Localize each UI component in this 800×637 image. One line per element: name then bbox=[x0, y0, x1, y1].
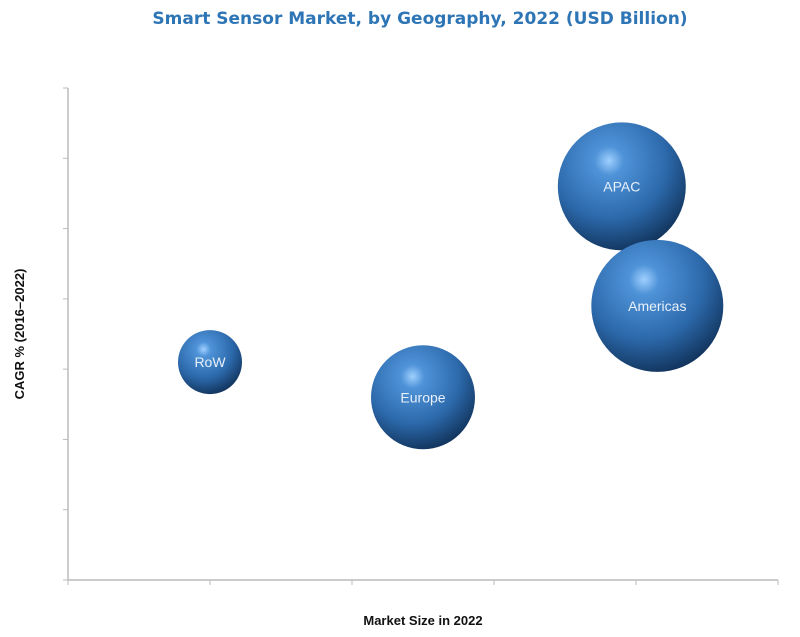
bubble-europe: Europe bbox=[371, 345, 475, 450]
bubble-label: Americas bbox=[628, 298, 686, 314]
bubble-mark bbox=[178, 330, 242, 395]
bubble-mark bbox=[371, 345, 475, 450]
bubble-mark bbox=[557, 122, 686, 251]
x-axis-label: Market Size in 2022 bbox=[363, 613, 482, 628]
bubble-apac: APAC bbox=[557, 122, 686, 251]
bubble-row: RoW bbox=[178, 330, 242, 395]
y-axis-label: CAGR % (2016–2022) bbox=[12, 269, 27, 400]
bubble-label: RoW bbox=[194, 354, 226, 370]
bubble-mark bbox=[591, 239, 724, 372]
bubble-label: Europe bbox=[400, 389, 445, 405]
bubble-label: APAC bbox=[603, 178, 640, 194]
bubble-americas: Americas bbox=[591, 239, 724, 372]
chart-title: Smart Sensor Market, by Geography, 2022 … bbox=[152, 9, 687, 29]
